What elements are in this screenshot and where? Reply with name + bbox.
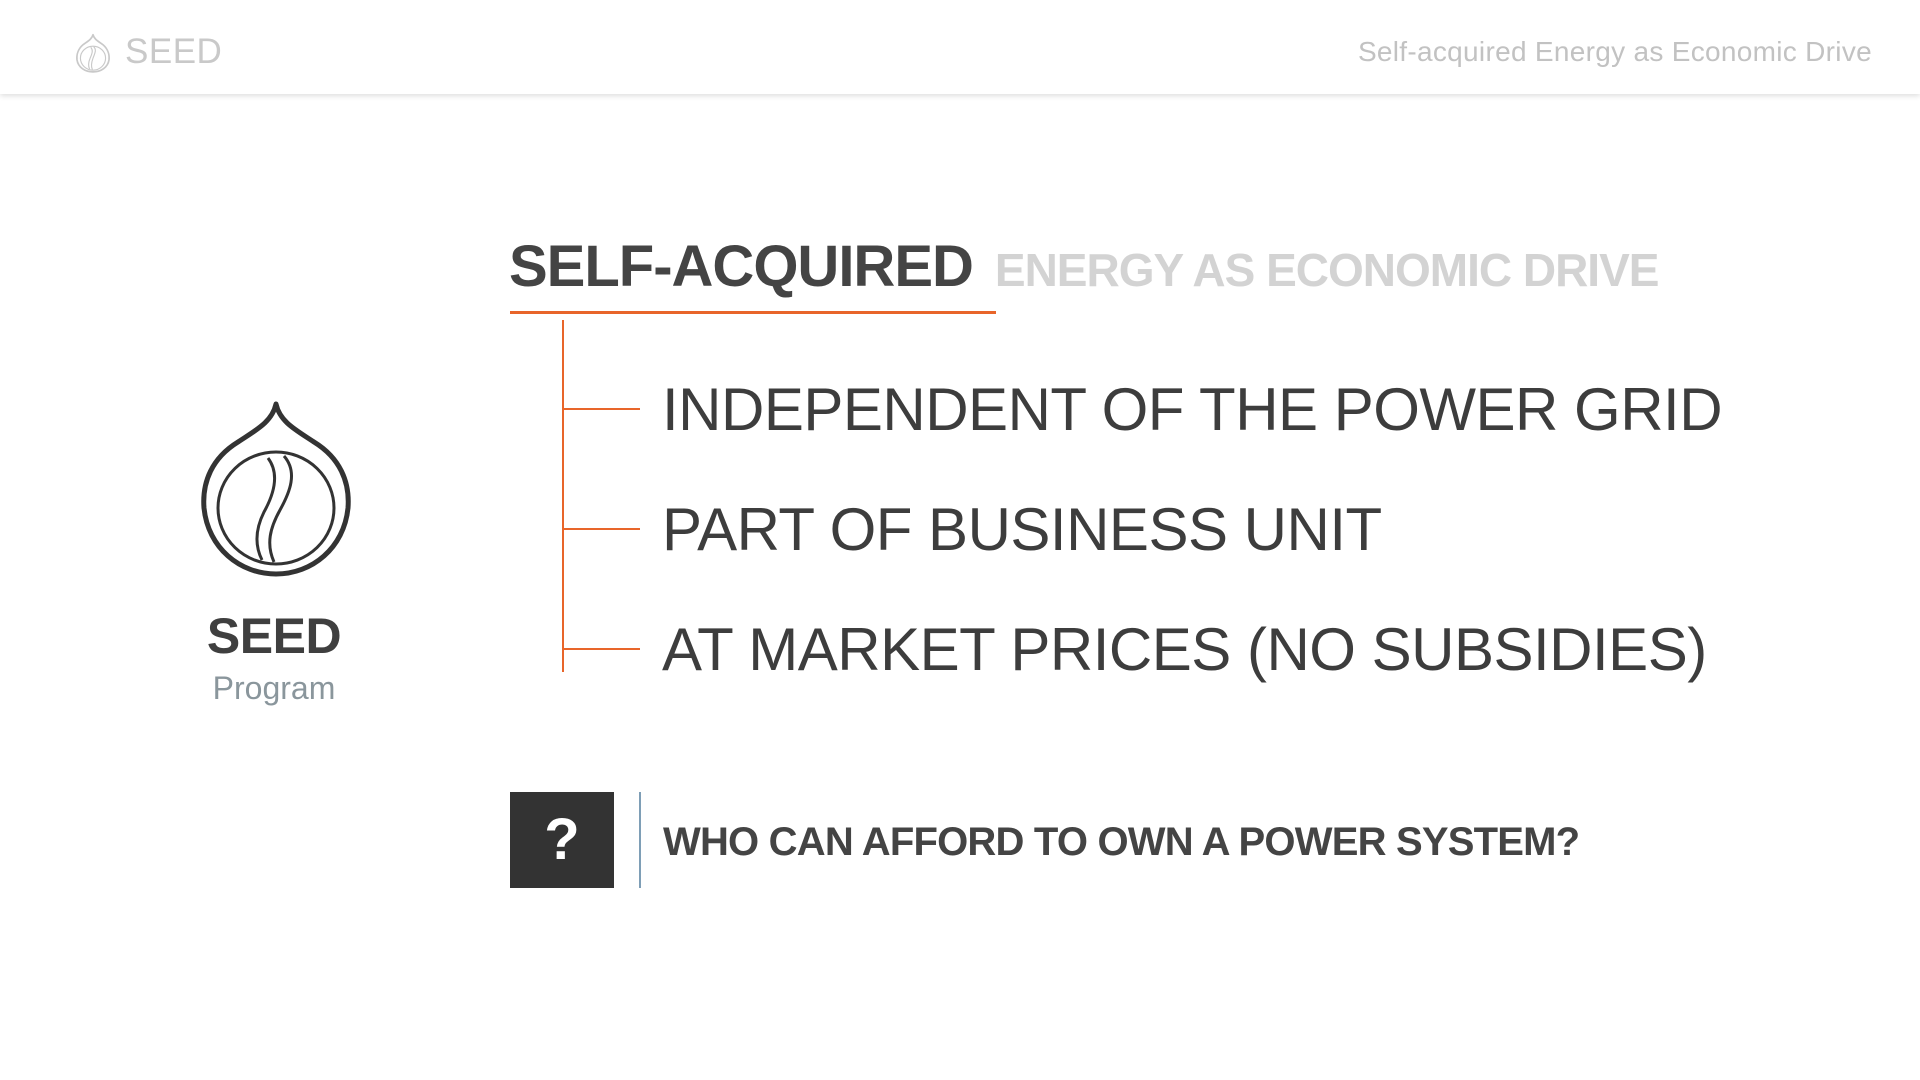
header-bar: SEED Self-acquired Energy as Economic Dr… (0, 0, 1920, 94)
tree-branch (562, 408, 640, 410)
question-divider (639, 792, 641, 888)
question-mark-badge: ? (510, 792, 614, 888)
tree-branch (562, 648, 640, 650)
seed-icon (201, 401, 351, 577)
list-item: PART OF BUSINESS UNIT (662, 496, 1382, 563)
list-item: INDEPENDENT OF THE POWER GRID (662, 376, 1723, 443)
program-title: SEED (206, 608, 342, 664)
main-heading: SELF-ACQUIRED ENERGY AS ECONOMIC DRIVE (509, 232, 1660, 305)
tree-connector (562, 320, 564, 672)
heading-strong: SELF-ACQUIRED (509, 234, 974, 299)
header-brand: SEED (125, 32, 223, 71)
tree-branch (562, 528, 640, 530)
heading-light: ENERGY AS ECONOMIC DRIVE (994, 244, 1660, 296)
heading-underline (510, 311, 996, 314)
seed-icon (76, 33, 110, 73)
list-item: AT MARKET PRICES (NO SUBSIDIES) (662, 616, 1707, 683)
header-subtitle: Self-acquired Energy as Economic Drive (1357, 36, 1872, 67)
program-subtitle: Program (212, 670, 336, 706)
question-text: WHO CAN AFFORD TO OWN A POWER SYSTEM? (663, 820, 1580, 864)
